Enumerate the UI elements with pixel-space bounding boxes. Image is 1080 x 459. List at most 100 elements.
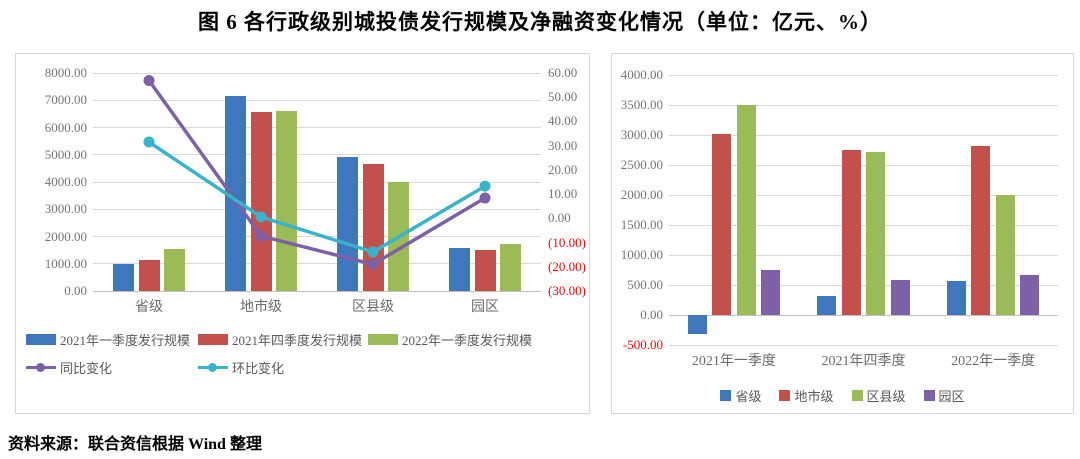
bar-地市级 — [971, 145, 991, 315]
bar-园区 — [761, 270, 781, 315]
right-axis-tick: (10.00) — [548, 234, 586, 250]
bar-2021年四季度发行规模 — [250, 111, 272, 291]
legend-swatch — [923, 389, 935, 401]
category-label: 2022年一季度 — [951, 354, 1036, 369]
legend-label: 2022年一季度发行规模 — [402, 332, 533, 348]
legend-swatch — [779, 389, 791, 401]
legend-label: 2021年一季度发行规模 — [60, 332, 191, 348]
legend-item-2022年一季度发行规模: 2022年一季度发行规模 — [368, 331, 533, 348]
category-label: 2021年四季度 — [821, 354, 906, 369]
legend-item-2021年四季度发行规模: 2021年四季度发行规模 — [198, 331, 363, 348]
right-axis-tick: 60.00 — [548, 65, 578, 80]
bar-2021年一季度发行规模 — [225, 96, 246, 291]
bar-2021年四季度发行规模 — [474, 250, 496, 291]
marker-同比变化 — [255, 230, 267, 242]
marker-同比变化 — [143, 75, 155, 87]
bar-2021年四季度发行规模 — [138, 259, 160, 291]
figure-title: 图 6 各行政级别城投债发行规模及净融资变化情况（单位：亿元、%） — [198, 10, 882, 34]
right-axis-tick: (20.00) — [548, 258, 586, 274]
legend-label: 区县级 — [866, 388, 906, 404]
y-axis-tick: 500.00 — [627, 277, 663, 292]
gridline — [669, 284, 1058, 286]
line-series-layer — [143, 75, 491, 270]
gridline — [669, 254, 1058, 256]
y-axis-tick: 0.00 — [640, 307, 663, 322]
gridline — [93, 290, 541, 292]
right-axis-tick: 0.00 — [548, 210, 571, 226]
gridline — [669, 344, 1058, 346]
category-label: 区县级 — [352, 300, 394, 315]
left-axis-tick: 1000.00 — [44, 255, 87, 271]
gridline — [93, 208, 541, 210]
legend-swatch — [198, 333, 228, 345]
bar-省级 — [687, 315, 707, 334]
right-chart-panel: -500.00 0.00 500.00 1000.00 1500.00 2000.00 25… — [611, 53, 1074, 414]
legend-label: 园区 — [938, 388, 965, 404]
marker-环比变化 — [255, 211, 267, 223]
right-chart-plot-area — [669, 74, 1058, 346]
legend-label: 地市级 — [794, 388, 834, 404]
y-axis-tick: 3500.00 — [620, 97, 663, 112]
legend-item-同比变化: 同比变化 — [26, 359, 113, 376]
y-axis-tick: 3000.00 — [620, 127, 663, 142]
gridline — [93, 236, 541, 237]
gridline — [669, 104, 1058, 106]
gridline — [93, 127, 541, 128]
gridline — [93, 99, 541, 101]
right-axis-tick: 20.00 — [548, 161, 578, 177]
left-chart-plot-area — [93, 72, 541, 292]
legend-swatch — [26, 333, 56, 345]
marker-环比变化 — [367, 246, 379, 258]
legend-label: 2021年四季度发行规模 — [232, 332, 363, 348]
category-label: 园区 — [471, 300, 499, 315]
legend-dot — [208, 362, 217, 372]
bar-区县级 — [736, 105, 756, 315]
legend-swatch — [368, 333, 398, 345]
legend-line-marker — [26, 362, 56, 373]
bar-2022年一季度发行规模 — [164, 248, 185, 291]
legend-label: 省级 — [735, 388, 762, 404]
bar-省级 — [946, 280, 966, 315]
bar-区县级 — [995, 195, 1015, 315]
legend-item-园区: 园区 — [923, 387, 965, 404]
left-axis-tick: 5000.00 — [44, 146, 87, 162]
y-axis-tick: 1000.00 — [620, 247, 663, 262]
legend-dot — [36, 362, 45, 372]
gridline — [669, 74, 1058, 76]
gridline — [93, 181, 541, 183]
gridline — [93, 72, 541, 74]
bar-地市级 — [712, 133, 732, 315]
gridline — [93, 154, 541, 156]
gridline — [669, 224, 1058, 226]
right-axis-tick: 30.00 — [548, 137, 578, 153]
marker-同比变化 — [367, 258, 379, 270]
bar-2022年一季度发行规模 — [276, 110, 297, 291]
category-label: 省级 — [135, 300, 163, 315]
y-axis-tick: -500.00 — [622, 337, 663, 352]
category-axis-line — [669, 314, 1058, 316]
left-axis-tick: 6000.00 — [44, 119, 87, 135]
left-axis-tick: 4000.00 — [44, 174, 87, 189]
category-label: 地市级 — [240, 300, 282, 315]
y-axis-tick: 2500.00 — [620, 157, 663, 172]
bar-2021年一季度发行规模 — [449, 248, 470, 291]
gridline — [669, 194, 1058, 196]
right-axis-tick: 40.00 — [548, 113, 578, 129]
left-chart-panel: 0.00 1000.00 2000.00 3000.00 4000.00 5000.00 6… — [15, 53, 590, 414]
bar-省级 — [817, 295, 837, 315]
legend-row: 省级 地市级 区县级 园区 — [612, 387, 1073, 404]
gridline — [669, 134, 1058, 136]
line-同比变化 — [147, 79, 486, 267]
right-axis-tick: 10.00 — [548, 186, 578, 202]
left-axis-tick: 3000.00 — [44, 201, 87, 217]
source-note: 资料来源：联合资信根据 Wind 整理 — [8, 436, 262, 453]
legend-item-省级: 省级 — [720, 387, 762, 404]
bar-园区 — [890, 279, 910, 315]
legend-item-环比变化: 环比变化 — [198, 359, 284, 376]
gridline — [669, 164, 1058, 166]
legend-label: 同比变化 — [60, 360, 113, 376]
y-axis-tick: 4000.00 — [620, 67, 663, 82]
legend-item-地市级: 地市级 — [779, 387, 834, 404]
category-label: 2021年一季度 — [691, 354, 776, 369]
